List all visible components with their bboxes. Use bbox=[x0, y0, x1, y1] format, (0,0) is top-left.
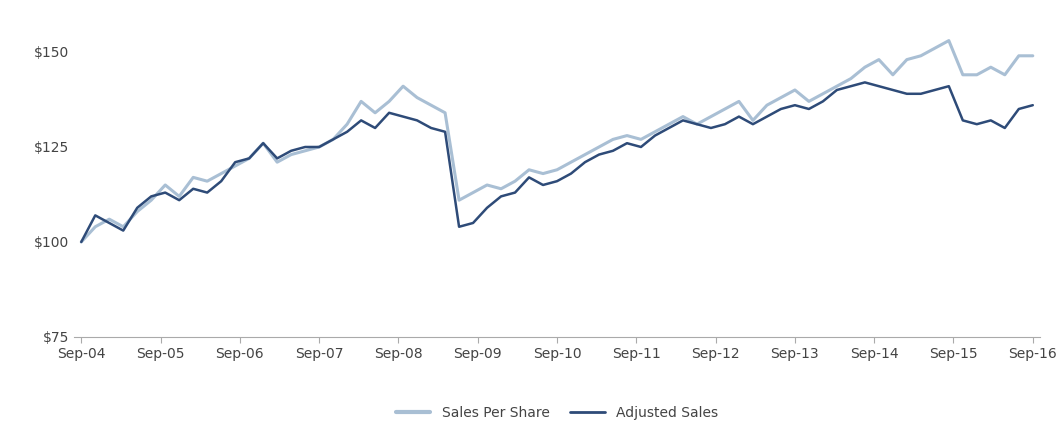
Adjusted Sales bbox=[383, 110, 396, 115]
Adjusted Sales bbox=[1026, 102, 1039, 108]
Sales Per Share bbox=[942, 38, 955, 43]
Sales Per Share bbox=[145, 197, 158, 203]
Legend: Sales Per Share, Adjusted Sales: Sales Per Share, Adjusted Sales bbox=[390, 400, 724, 426]
Line: Adjusted Sales: Adjusted Sales bbox=[82, 83, 1032, 242]
Adjusted Sales bbox=[257, 140, 269, 146]
Adjusted Sales bbox=[621, 140, 633, 146]
Sales Per Share bbox=[75, 239, 88, 245]
Adjusted Sales bbox=[1012, 106, 1025, 111]
Sales Per Share bbox=[397, 84, 410, 89]
Adjusted Sales bbox=[145, 194, 158, 199]
Sales Per Share bbox=[383, 99, 396, 104]
Sales Per Share bbox=[257, 140, 269, 146]
Sales Per Share bbox=[621, 133, 633, 138]
Adjusted Sales bbox=[75, 239, 88, 245]
Adjusted Sales bbox=[397, 114, 410, 119]
Adjusted Sales bbox=[858, 80, 871, 85]
Line: Sales Per Share: Sales Per Share bbox=[82, 41, 1032, 242]
Sales Per Share bbox=[1012, 53, 1025, 58]
Sales Per Share bbox=[1026, 53, 1039, 58]
